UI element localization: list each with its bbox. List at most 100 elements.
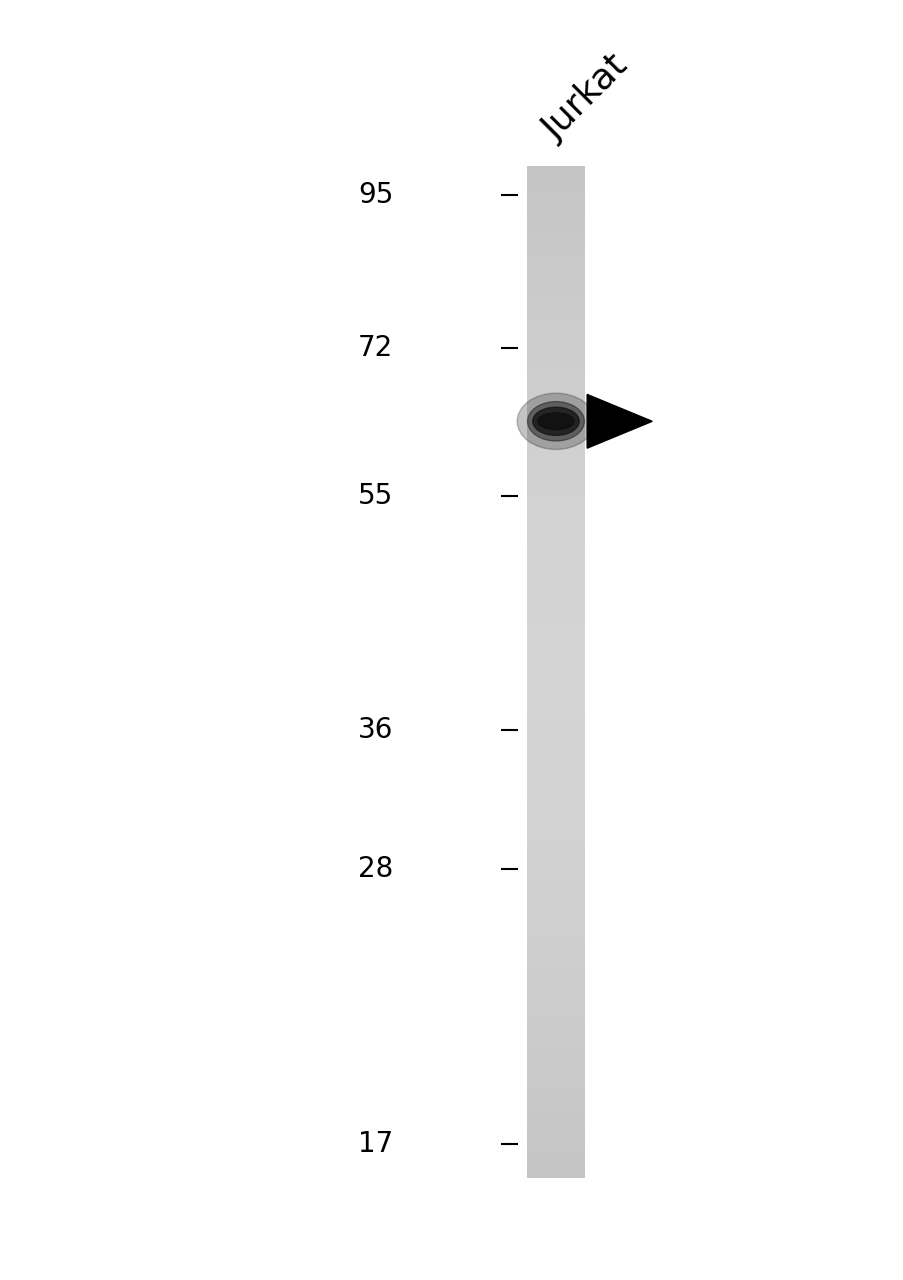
Bar xyxy=(526,426,585,429)
Bar xyxy=(526,476,585,480)
Bar xyxy=(526,952,585,955)
Bar xyxy=(526,470,585,474)
Bar xyxy=(526,955,585,959)
Bar xyxy=(526,833,585,837)
Bar xyxy=(526,736,585,740)
Bar xyxy=(526,1155,585,1157)
Bar xyxy=(526,888,585,891)
Bar xyxy=(526,759,585,763)
Bar xyxy=(526,922,585,924)
Bar xyxy=(526,783,585,787)
Bar xyxy=(526,348,585,352)
Bar xyxy=(526,864,585,868)
Bar xyxy=(526,924,585,928)
Bar xyxy=(526,227,585,230)
Text: 17: 17 xyxy=(358,1130,393,1158)
Bar xyxy=(526,831,585,833)
Ellipse shape xyxy=(532,407,579,435)
Bar xyxy=(526,934,585,938)
Bar xyxy=(526,540,585,544)
Bar xyxy=(526,550,585,554)
Bar xyxy=(526,777,585,780)
Bar xyxy=(526,1167,585,1171)
Bar xyxy=(526,668,585,672)
Bar xyxy=(526,639,585,641)
Bar xyxy=(526,796,585,800)
Bar xyxy=(526,524,585,527)
Bar xyxy=(526,554,585,557)
Bar xyxy=(526,726,585,730)
Bar xyxy=(526,301,585,305)
Bar xyxy=(526,844,585,847)
Bar xyxy=(526,897,585,901)
Bar xyxy=(526,804,585,806)
Bar xyxy=(526,1083,585,1087)
Bar xyxy=(526,264,585,268)
Bar xyxy=(526,466,585,470)
Bar xyxy=(526,328,585,332)
Bar xyxy=(526,193,585,197)
Bar xyxy=(526,521,585,524)
Bar xyxy=(526,396,585,399)
Bar xyxy=(526,332,585,335)
Bar xyxy=(526,389,585,392)
Bar xyxy=(526,817,585,820)
Bar xyxy=(526,628,585,631)
Bar xyxy=(526,274,585,278)
Bar xyxy=(526,602,585,604)
Bar xyxy=(526,321,585,325)
Bar xyxy=(526,447,585,449)
Bar xyxy=(526,338,585,342)
Bar xyxy=(526,187,585,189)
Bar xyxy=(526,282,585,284)
Bar xyxy=(526,658,585,662)
Bar xyxy=(526,614,585,618)
Bar xyxy=(526,410,585,412)
Bar xyxy=(526,493,585,497)
Bar xyxy=(526,1147,585,1151)
Bar xyxy=(526,1128,585,1130)
Bar xyxy=(526,824,585,827)
Bar xyxy=(526,965,585,969)
Bar xyxy=(526,210,585,214)
Bar xyxy=(526,251,585,253)
Bar xyxy=(526,938,585,942)
Bar xyxy=(526,986,585,989)
Bar xyxy=(526,763,585,767)
Bar xyxy=(526,166,585,170)
Bar xyxy=(526,319,585,321)
Bar xyxy=(526,379,585,383)
Bar xyxy=(526,713,585,716)
Bar xyxy=(526,672,585,676)
Bar xyxy=(526,1134,585,1137)
Bar xyxy=(526,311,585,315)
Bar xyxy=(526,591,585,594)
Bar xyxy=(526,942,585,945)
Bar xyxy=(526,170,585,173)
Bar xyxy=(526,827,585,831)
Bar xyxy=(526,439,585,443)
Bar xyxy=(526,230,585,234)
Bar xyxy=(526,868,585,870)
Bar xyxy=(526,1070,585,1073)
Bar xyxy=(526,618,585,622)
Bar xyxy=(526,1053,585,1056)
Ellipse shape xyxy=(517,393,594,449)
Bar xyxy=(526,247,585,251)
Bar xyxy=(526,1174,585,1178)
Bar xyxy=(526,682,585,686)
Bar xyxy=(526,982,585,986)
Bar xyxy=(526,1006,585,1009)
Bar xyxy=(526,928,585,932)
Bar xyxy=(526,342,585,346)
Bar xyxy=(526,1097,585,1100)
Bar xyxy=(526,1103,585,1107)
Bar xyxy=(526,1027,585,1029)
Bar xyxy=(526,666,585,668)
Bar xyxy=(526,581,585,585)
Bar xyxy=(526,1016,585,1019)
Bar xyxy=(526,858,585,860)
Bar xyxy=(526,298,585,301)
Bar xyxy=(526,234,585,237)
Bar xyxy=(526,420,585,422)
